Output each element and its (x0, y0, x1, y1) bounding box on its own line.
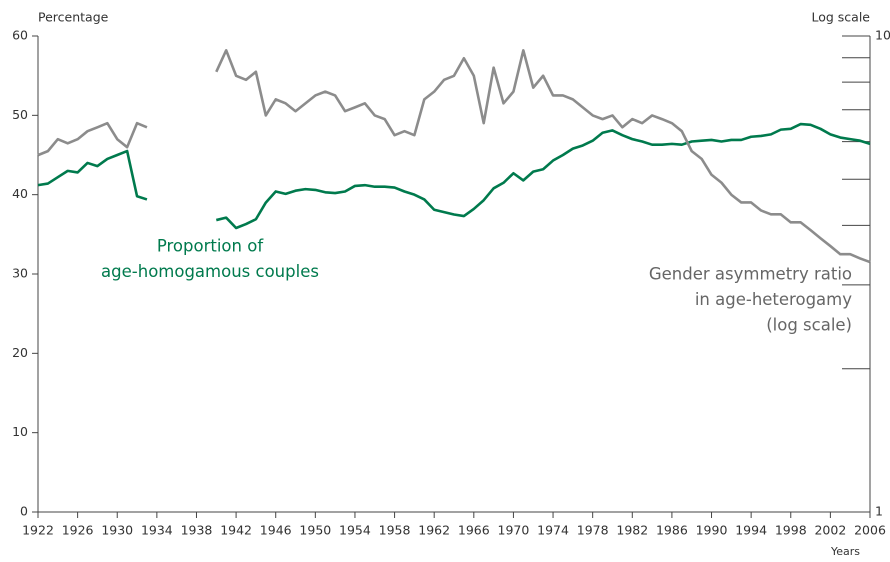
series-line (37, 122, 871, 230)
y-tick-label: 20 (12, 345, 28, 360)
x-tick-label: 1950 (299, 523, 331, 538)
y2-tick-label: 1 (875, 504, 883, 519)
x-tick-label: 1926 (62, 523, 94, 538)
y-tick-label: 10 (12, 424, 28, 439)
y-tick-label: 0 (20, 504, 28, 519)
x-tick-label: 1958 (379, 523, 411, 538)
series-annotation: Gender asymmetry ratio (649, 265, 852, 284)
x-tick-label: 1970 (498, 523, 530, 538)
x-axis-label: Years (830, 545, 860, 558)
y2-axis-label: Log scale (811, 10, 870, 25)
y-tick-label: 60 (12, 28, 28, 43)
y-axis-label: Percentage (38, 10, 109, 25)
y-tick-label: 30 (12, 266, 28, 281)
x-tick-label: 1942 (220, 523, 252, 538)
x-tick-label: 2002 (814, 523, 846, 538)
series-line (37, 49, 871, 264)
series-annotation: (log scale) (766, 316, 852, 335)
x-tick-label: 1930 (101, 523, 133, 538)
y-tick-label: 50 (12, 107, 28, 122)
x-tick-label: 2006 (854, 523, 886, 538)
x-tick-label: 1966 (458, 523, 490, 538)
x-tick-label: 1982 (616, 523, 648, 538)
x-tick-label: 1922 (22, 523, 54, 538)
x-tick-label: 1954 (339, 523, 371, 538)
x-tick-label: 1962 (418, 523, 450, 538)
x-tick-label: 1934 (141, 523, 173, 538)
x-tick-label: 1986 (656, 523, 688, 538)
series-annotation: age-homogamous couples (101, 262, 319, 281)
x-tick-label: 1990 (696, 523, 728, 538)
x-tick-label: 1938 (181, 523, 213, 538)
x-tick-label: 1994 (735, 523, 767, 538)
x-tick-label: 1978 (577, 523, 609, 538)
series-annotation: Proportion of (157, 237, 264, 256)
x-tick-label: 1998 (775, 523, 807, 538)
x-tick-label: 1946 (260, 523, 292, 538)
y2-tick-label: 10 (875, 28, 890, 43)
y-tick-label: 40 (12, 186, 28, 201)
x-tick-label: 1974 (537, 523, 569, 538)
series-annotation: in age-heterogamy (695, 290, 852, 309)
